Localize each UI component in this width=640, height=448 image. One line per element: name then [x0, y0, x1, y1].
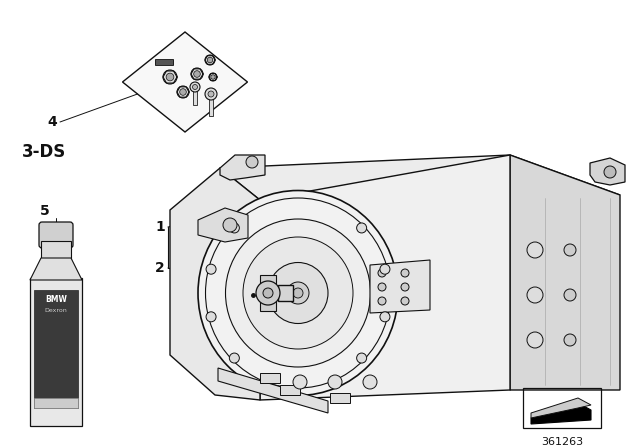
Text: 3-DS: 3-DS — [22, 143, 67, 161]
Circle shape — [208, 91, 214, 97]
Circle shape — [363, 375, 377, 389]
Bar — [280, 385, 300, 395]
Ellipse shape — [198, 190, 398, 396]
Polygon shape — [220, 155, 265, 180]
Polygon shape — [278, 285, 293, 301]
Text: 5: 5 — [40, 204, 50, 218]
Text: 361263: 361263 — [541, 437, 583, 447]
Bar — [34, 398, 78, 408]
Text: 1: 1 — [156, 220, 165, 234]
Circle shape — [564, 289, 576, 301]
Polygon shape — [198, 208, 248, 242]
Circle shape — [223, 218, 237, 232]
Circle shape — [401, 297, 409, 305]
Circle shape — [263, 288, 273, 298]
Ellipse shape — [243, 237, 353, 349]
Polygon shape — [590, 158, 625, 185]
Circle shape — [163, 70, 177, 84]
Circle shape — [246, 156, 258, 168]
Circle shape — [256, 281, 280, 305]
Bar — [30, 278, 82, 426]
Text: 2: 2 — [156, 261, 165, 275]
Circle shape — [527, 287, 543, 303]
Bar — [523, 388, 601, 428]
Circle shape — [229, 223, 239, 233]
Circle shape — [209, 73, 217, 81]
Circle shape — [293, 375, 307, 389]
Circle shape — [211, 75, 215, 79]
Polygon shape — [122, 32, 248, 132]
Polygon shape — [170, 168, 260, 400]
Circle shape — [207, 57, 212, 63]
FancyBboxPatch shape — [39, 222, 73, 248]
Bar — [209, 94, 213, 116]
Text: 4: 4 — [47, 115, 57, 129]
Circle shape — [378, 297, 386, 305]
Polygon shape — [510, 155, 620, 390]
Circle shape — [564, 244, 576, 256]
Bar — [193, 87, 196, 105]
Polygon shape — [220, 155, 620, 200]
Text: Dexron: Dexron — [45, 307, 67, 313]
Circle shape — [356, 223, 367, 233]
Bar — [330, 393, 350, 403]
Circle shape — [527, 242, 543, 258]
Polygon shape — [531, 398, 591, 418]
Circle shape — [380, 312, 390, 322]
Ellipse shape — [287, 282, 309, 304]
Bar — [41, 241, 71, 260]
Polygon shape — [260, 275, 276, 311]
Circle shape — [206, 264, 216, 274]
Text: BMW: BMW — [45, 296, 67, 305]
Circle shape — [166, 73, 174, 81]
Polygon shape — [218, 368, 328, 413]
Circle shape — [193, 85, 198, 90]
Bar — [155, 59, 173, 65]
Circle shape — [401, 269, 409, 277]
Circle shape — [206, 312, 216, 322]
Bar — [260, 373, 280, 383]
Circle shape — [190, 82, 200, 92]
Circle shape — [380, 264, 390, 274]
Polygon shape — [531, 403, 591, 424]
Circle shape — [191, 68, 203, 80]
Circle shape — [229, 353, 239, 363]
Circle shape — [177, 86, 189, 98]
Circle shape — [328, 375, 342, 389]
Ellipse shape — [268, 263, 328, 323]
Polygon shape — [30, 258, 82, 280]
Circle shape — [378, 269, 386, 277]
Ellipse shape — [225, 219, 371, 367]
Circle shape — [527, 332, 543, 348]
Polygon shape — [260, 155, 510, 400]
Bar — [34, 290, 78, 408]
Ellipse shape — [293, 288, 303, 298]
Circle shape — [194, 71, 200, 78]
Circle shape — [401, 283, 409, 291]
Circle shape — [564, 334, 576, 346]
Circle shape — [356, 353, 367, 363]
Circle shape — [180, 89, 186, 95]
Circle shape — [378, 283, 386, 291]
Circle shape — [604, 166, 616, 178]
Circle shape — [205, 88, 217, 100]
Polygon shape — [370, 260, 430, 313]
Circle shape — [205, 55, 215, 65]
